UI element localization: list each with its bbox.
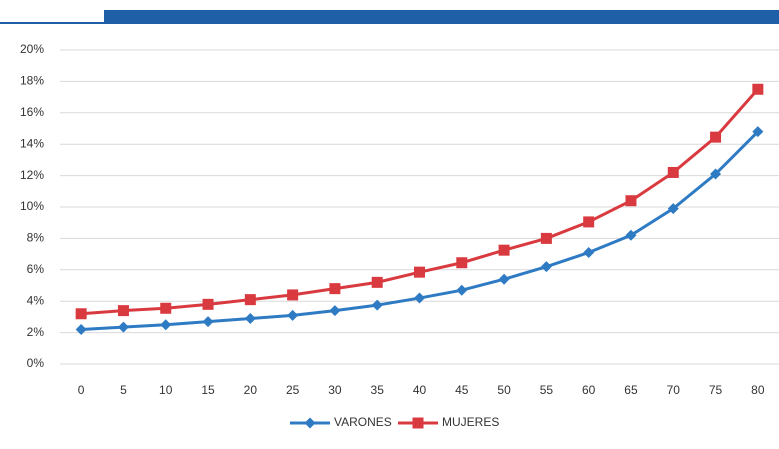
point <box>625 195 637 207</box>
point <box>371 276 383 288</box>
point <box>583 216 595 228</box>
point <box>412 417 424 429</box>
point <box>456 284 468 296</box>
y-tick-label: 14% <box>20 136 44 150</box>
point <box>667 203 679 215</box>
point <box>75 308 87 320</box>
point <box>540 261 552 273</box>
header-band <box>104 10 779 24</box>
x-tick-label: 10 <box>159 383 173 397</box>
x-tick-label: 60 <box>582 383 596 397</box>
x-tick-label: 25 <box>286 383 300 397</box>
point <box>625 229 637 241</box>
y-tick-label: 4% <box>27 293 45 307</box>
point <box>160 319 172 331</box>
y-tick-label: 2% <box>27 325 45 339</box>
y-tick-label: 8% <box>27 231 45 245</box>
x-tick-label: 75 <box>709 383 723 397</box>
point <box>752 126 764 138</box>
point <box>583 247 595 259</box>
point <box>117 305 129 317</box>
point <box>244 312 256 324</box>
y-tick-label: 10% <box>20 199 44 213</box>
y-tick-label: 18% <box>20 74 44 88</box>
x-tick-label: 40 <box>413 383 427 397</box>
point <box>329 283 341 295</box>
y-tick-label: 6% <box>27 262 45 276</box>
point <box>710 131 722 143</box>
legend-label: VARONES <box>334 415 392 429</box>
y-tick-label: 20% <box>20 42 44 56</box>
y-tick-label: 12% <box>20 168 44 182</box>
y-tick-label: 16% <box>20 105 44 119</box>
x-tick-label: 20 <box>244 383 258 397</box>
x-tick-label: 0 <box>78 383 85 397</box>
point <box>414 266 425 278</box>
point <box>287 289 299 301</box>
x-tick-label: 35 <box>371 383 385 397</box>
point <box>371 299 383 311</box>
series-line <box>81 88 759 316</box>
x-tick-label: 70 <box>667 383 681 397</box>
y-tick-label: 0% <box>27 356 45 370</box>
point <box>710 168 722 180</box>
point <box>244 294 256 306</box>
x-tick-label: 15 <box>201 383 215 397</box>
point <box>202 316 214 328</box>
x-tick-label: 50 <box>497 383 511 397</box>
point <box>456 257 468 269</box>
point <box>160 302 172 314</box>
x-tick-label: 65 <box>624 383 638 397</box>
point <box>329 305 341 317</box>
point <box>287 309 299 321</box>
point <box>117 321 129 333</box>
point <box>540 232 552 244</box>
point <box>414 292 425 304</box>
point <box>498 244 510 256</box>
point <box>304 417 316 429</box>
point <box>498 273 510 285</box>
x-tick-label: 30 <box>328 383 342 397</box>
point <box>202 298 214 310</box>
point <box>75 323 87 335</box>
point <box>752 83 764 95</box>
legend-label: MUJERES <box>442 415 499 429</box>
x-tick-label: 55 <box>540 383 554 397</box>
x-tick-label: 45 <box>455 383 469 397</box>
x-tick-label: 5 <box>120 383 127 397</box>
point <box>667 166 679 178</box>
x-tick-label: 80 <box>751 383 765 397</box>
